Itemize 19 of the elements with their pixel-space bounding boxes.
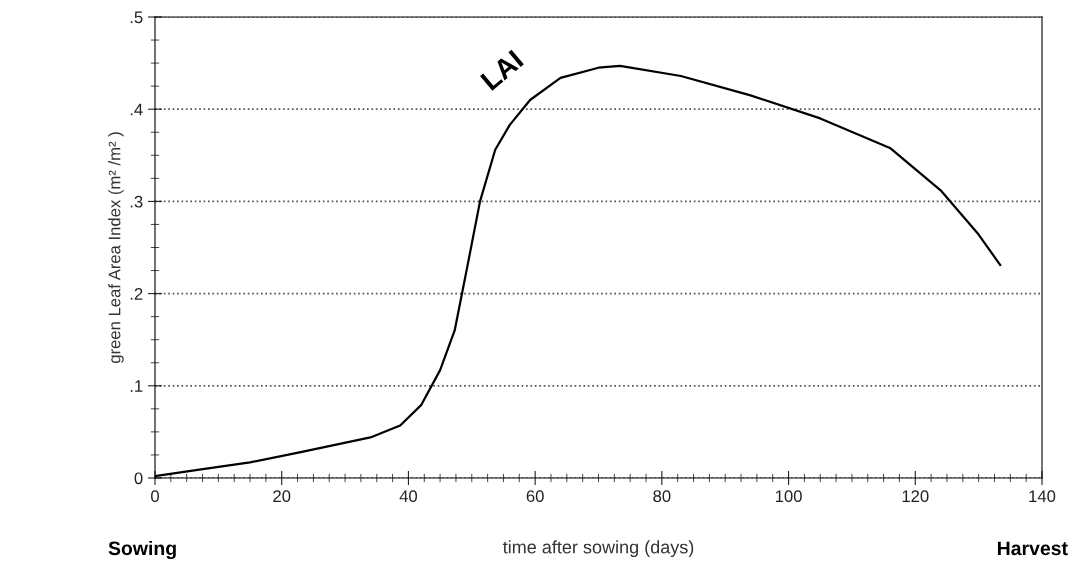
x-tick-label: 80 — [653, 490, 671, 503]
x-tick-label: 40 — [399, 490, 418, 503]
x-tick-label: 0 — [151, 490, 159, 503]
text: Harvest — [997, 541, 1068, 556]
x-tick-label: 120 — [902, 490, 929, 503]
y-tick-label: .1 — [130, 380, 143, 392]
y-tick-label: 0 — [134, 472, 143, 485]
y-tick-label: .5 — [130, 11, 143, 24]
y-tick-label: .4 — [130, 103, 143, 116]
x-tick-label: 20 — [273, 490, 291, 503]
x-axis-title: time after sowing (days) — [502, 540, 694, 558]
annotation: LAI — [480, 49, 524, 91]
x-tick-label: 100 — [775, 490, 802, 503]
y-tick-label: .2 — [130, 288, 143, 300]
y-tick-label: .3 — [130, 195, 143, 208]
x-tick-label: 140 — [1029, 490, 1056, 503]
x-tick-label: 60 — [526, 490, 544, 503]
y-axis-title: green Leaf Area Index (m² /m² ) — [108, 132, 124, 364]
text: Sowing — [108, 540, 176, 560]
